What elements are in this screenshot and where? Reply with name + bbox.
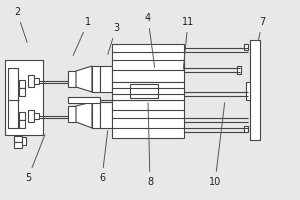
- Bar: [244, 126, 248, 132]
- Bar: [5, 60, 43, 135]
- Polygon shape: [76, 66, 92, 92]
- Bar: [8, 68, 18, 128]
- Bar: [14, 136, 22, 142]
- Bar: [68, 106, 76, 122]
- Bar: [68, 71, 76, 87]
- Text: 6: 6: [99, 131, 108, 183]
- Bar: [112, 44, 184, 82]
- Bar: [250, 40, 260, 140]
- Bar: [28, 75, 34, 87]
- Bar: [130, 84, 158, 98]
- Text: 7: 7: [259, 17, 265, 40]
- Bar: [237, 66, 241, 74]
- Bar: [19, 88, 25, 96]
- Text: 1: 1: [73, 17, 91, 55]
- Bar: [22, 137, 26, 145]
- Bar: [100, 66, 112, 92]
- Text: 2: 2: [14, 7, 27, 42]
- Bar: [244, 44, 248, 50]
- Bar: [112, 100, 184, 138]
- Bar: [19, 80, 25, 88]
- Bar: [34, 78, 39, 84]
- Bar: [19, 120, 25, 128]
- Polygon shape: [76, 102, 92, 128]
- Text: 5: 5: [25, 135, 45, 183]
- Bar: [34, 113, 39, 119]
- Text: 10: 10: [209, 103, 225, 187]
- Text: 3: 3: [108, 23, 119, 54]
- Text: 4: 4: [145, 13, 154, 67]
- Bar: [112, 82, 184, 100]
- Bar: [100, 102, 112, 128]
- Bar: [19, 112, 25, 120]
- Bar: [92, 66, 100, 92]
- Bar: [92, 102, 100, 128]
- Bar: [28, 110, 34, 122]
- Text: 11: 11: [182, 17, 194, 69]
- Bar: [68, 97, 100, 103]
- Bar: [14, 142, 22, 148]
- Text: 8: 8: [147, 103, 153, 187]
- Bar: [246, 82, 250, 100]
